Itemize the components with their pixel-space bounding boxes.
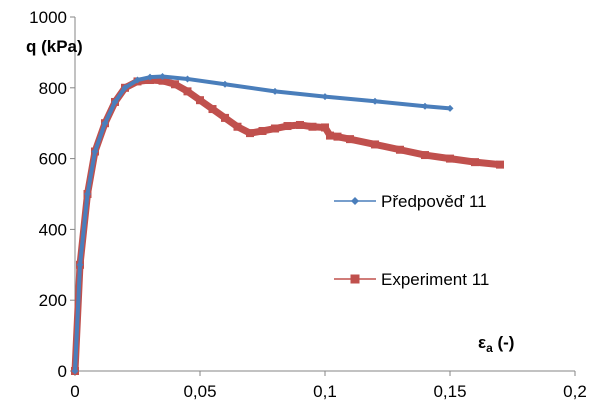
axes: 0 200 400 600 800 1000 0 0,05 0,1 0,15 0,2 [29, 8, 587, 401]
data-point [183, 87, 192, 96]
data-point [446, 104, 454, 112]
series-layer [71, 72, 504, 375]
data-point [321, 93, 329, 101]
x-axis-title-main: ε [478, 333, 486, 352]
legend-entry-0: Předpověď 11 [334, 192, 487, 211]
data-point [258, 126, 267, 135]
data-point [496, 160, 504, 169]
y-tick-label: 600 [39, 150, 67, 169]
data-point [421, 102, 429, 110]
data-point [91, 148, 99, 156]
data-point [158, 76, 167, 85]
x-axis-title-suffix: (-) [493, 333, 515, 352]
legend-entry-1: Experiment 11 [334, 270, 489, 289]
legend-swatch-marker [351, 197, 359, 205]
data-point [111, 98, 119, 106]
y-tick-label: 0 [58, 362, 67, 381]
data-point [146, 73, 154, 81]
data-point [84, 190, 91, 198]
legend-label: Experiment 11 [381, 270, 489, 289]
data-point [121, 84, 129, 92]
series-1 [71, 76, 504, 375]
x-tick-label: 0,2 [563, 382, 587, 401]
data-point [421, 151, 429, 160]
legend: Předpověď 11 Experiment 11 [334, 192, 489, 289]
data-point [326, 131, 334, 140]
data-point [446, 154, 454, 163]
series-0 [71, 72, 454, 375]
series-line [73, 74, 452, 373]
data-point [296, 120, 304, 129]
y-tick-label: 400 [39, 220, 67, 239]
data-point [271, 124, 279, 133]
x-tick-label: 0,05 [183, 382, 216, 401]
data-point [233, 122, 242, 131]
legend-label: Předpověď 11 [381, 192, 487, 211]
data-point [184, 75, 191, 83]
y-tick-label: 1000 [29, 8, 67, 27]
x-axis-title: εa (-) [478, 333, 514, 355]
x-tick-label: 0,15 [433, 382, 466, 401]
y-axis-title: q (kPa) [26, 37, 83, 56]
data-point [371, 97, 379, 105]
data-point [371, 140, 379, 149]
x-tick-label: 0 [70, 382, 79, 401]
data-point [333, 132, 342, 141]
data-point [196, 96, 204, 105]
data-point [101, 119, 109, 127]
x-axis-title-sub: a [486, 341, 493, 355]
data-point [71, 367, 79, 375]
data-point [246, 129, 254, 138]
data-point [283, 122, 292, 131]
data-point [308, 122, 317, 131]
data-point [346, 135, 354, 144]
y-tick-label: 800 [39, 79, 67, 98]
data-point [134, 76, 141, 84]
x-tick-label: 0,1 [313, 382, 337, 401]
data-point [171, 80, 179, 89]
data-point [221, 113, 229, 122]
data-point [159, 72, 166, 80]
data-point [471, 158, 479, 167]
data-point [221, 80, 229, 88]
y-tick-label: 200 [39, 291, 67, 310]
legend-swatch-marker [350, 274, 360, 284]
data-point [396, 145, 404, 154]
data-point [271, 87, 279, 95]
data-point [76, 261, 84, 269]
data-point [208, 105, 217, 114]
data-point [321, 123, 329, 132]
